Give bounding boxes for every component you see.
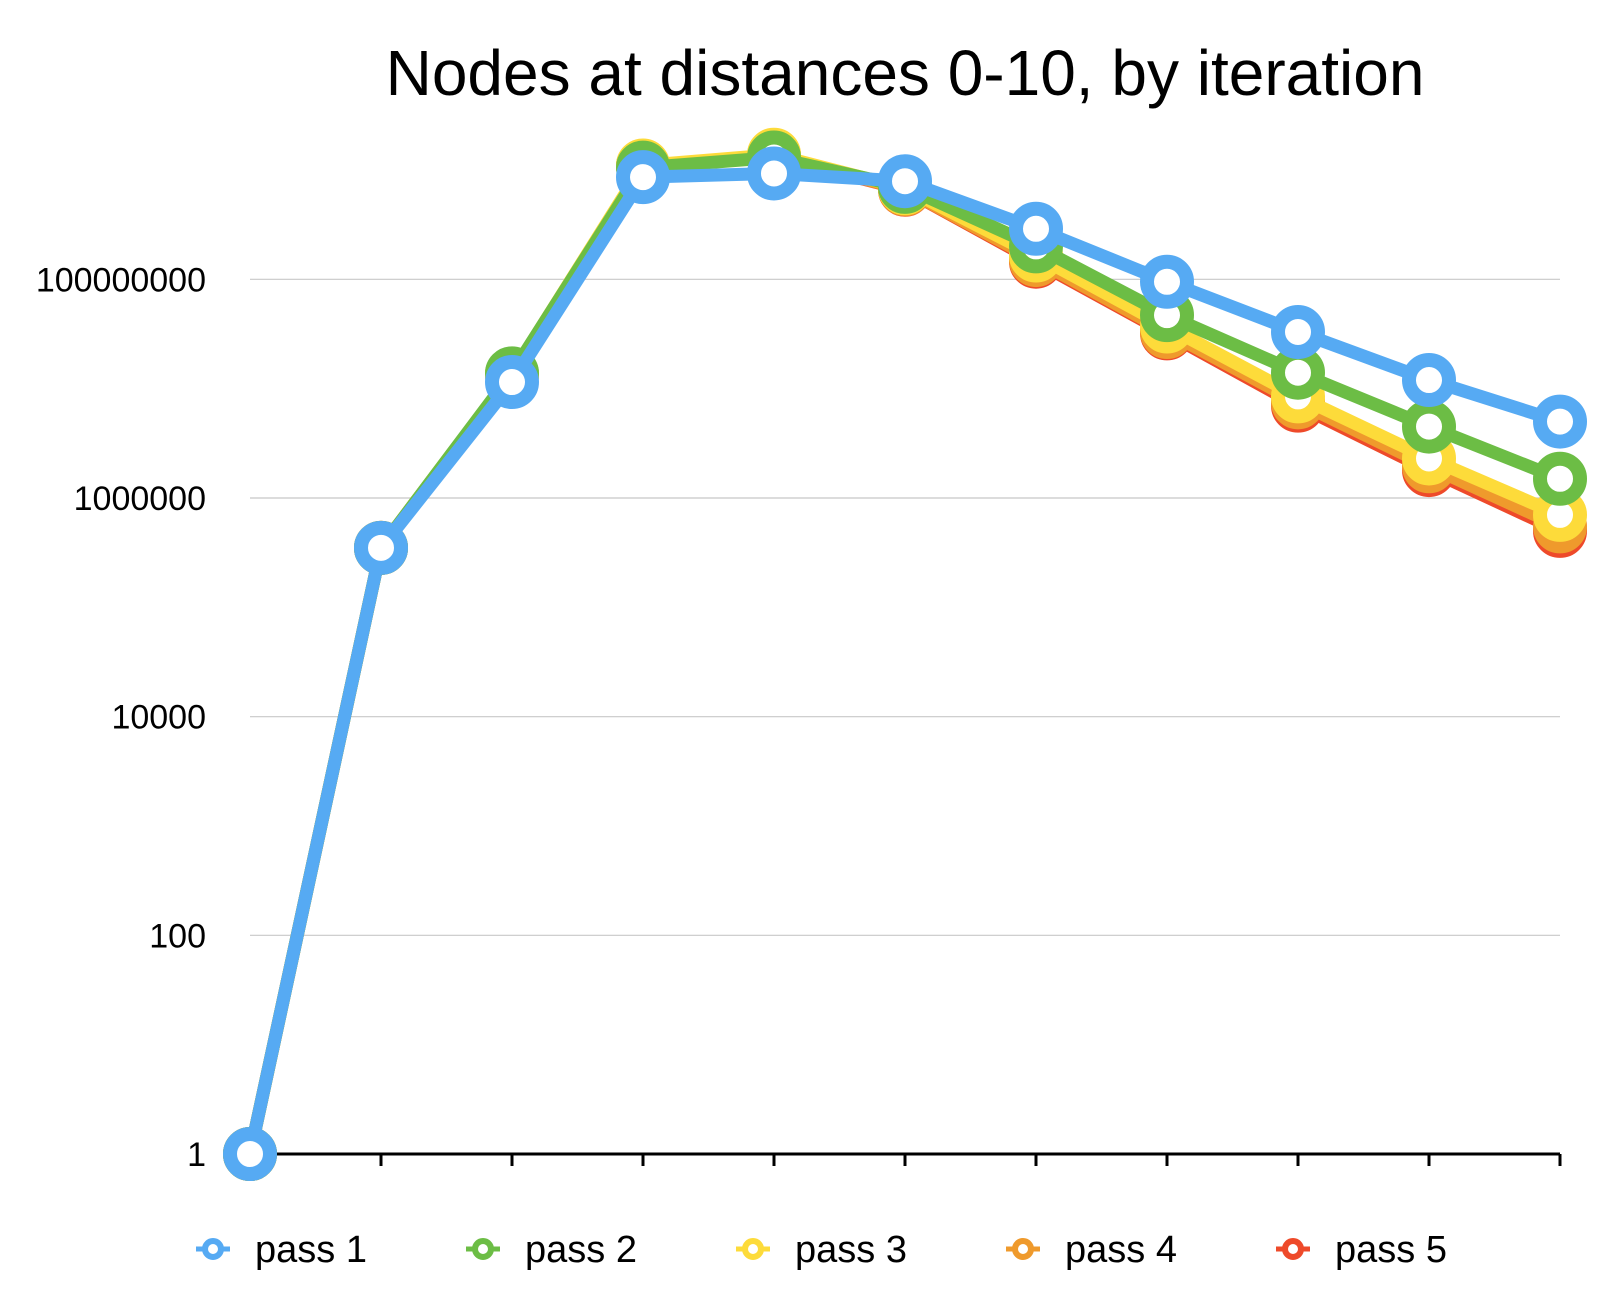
y-tick-labels: 1 100 10000 1000000 100000000 [36,261,206,1174]
data-point [1402,399,1456,454]
series-pass-3 [223,127,1587,1181]
legend: pass 1 pass 2 pass 3 pass 4 pass 5 [196,1229,1447,1271]
legend-swatch-marker [1282,1238,1304,1260]
y-tick-label: 100 [149,917,206,955]
legend-item: pass 1 [196,1229,367,1271]
legend-item: pass 4 [1006,1229,1177,1271]
grid-lines [250,278,1560,936]
data-point [747,146,801,201]
data-point [878,154,932,209]
series-line [243,149,1567,1161]
legend-swatch-marker [472,1238,494,1260]
y-tick-label: 10000 [111,699,206,737]
data-point [354,520,408,575]
legend-label: pass 1 [255,1229,367,1271]
legend-label: pass 3 [795,1229,907,1271]
series-line [243,149,1567,1161]
data-point [485,355,539,410]
series-pass-2 [223,130,1587,1181]
legend-item: pass 3 [736,1229,907,1271]
data-point [1271,304,1325,359]
y-tick-label: 100000000 [36,261,206,299]
series-line [243,148,1567,1161]
legend-swatch-marker [742,1238,764,1260]
chart-title: Nodes at distances 0-10, by iteration [386,37,1425,109]
legend-swatch-marker [202,1238,224,1260]
series-line [243,151,1567,1161]
legend-swatch-marker [1012,1238,1034,1260]
series-layer [223,127,1587,1181]
data-point [1402,353,1456,408]
y-tick-label: 1000000 [74,480,206,518]
data-point [1009,201,1063,256]
series-pass-5 [223,129,1587,1181]
series-pass-4 [223,128,1587,1181]
data-point [223,1127,277,1181]
series-pass-1 [223,146,1587,1181]
data-point [1533,394,1587,449]
legend-label: pass 4 [1065,1229,1177,1271]
y-tick-label: 1 [187,1136,206,1174]
data-point [1533,451,1587,506]
series-line [243,166,1567,1161]
legend-label: pass 5 [1335,1229,1447,1271]
legend-label: pass 2 [525,1229,637,1271]
data-point [616,150,670,205]
legend-item: pass 2 [466,1229,637,1271]
legend-item: pass 5 [1276,1229,1447,1271]
x-axis [250,1152,1562,1166]
data-point [1140,254,1194,309]
